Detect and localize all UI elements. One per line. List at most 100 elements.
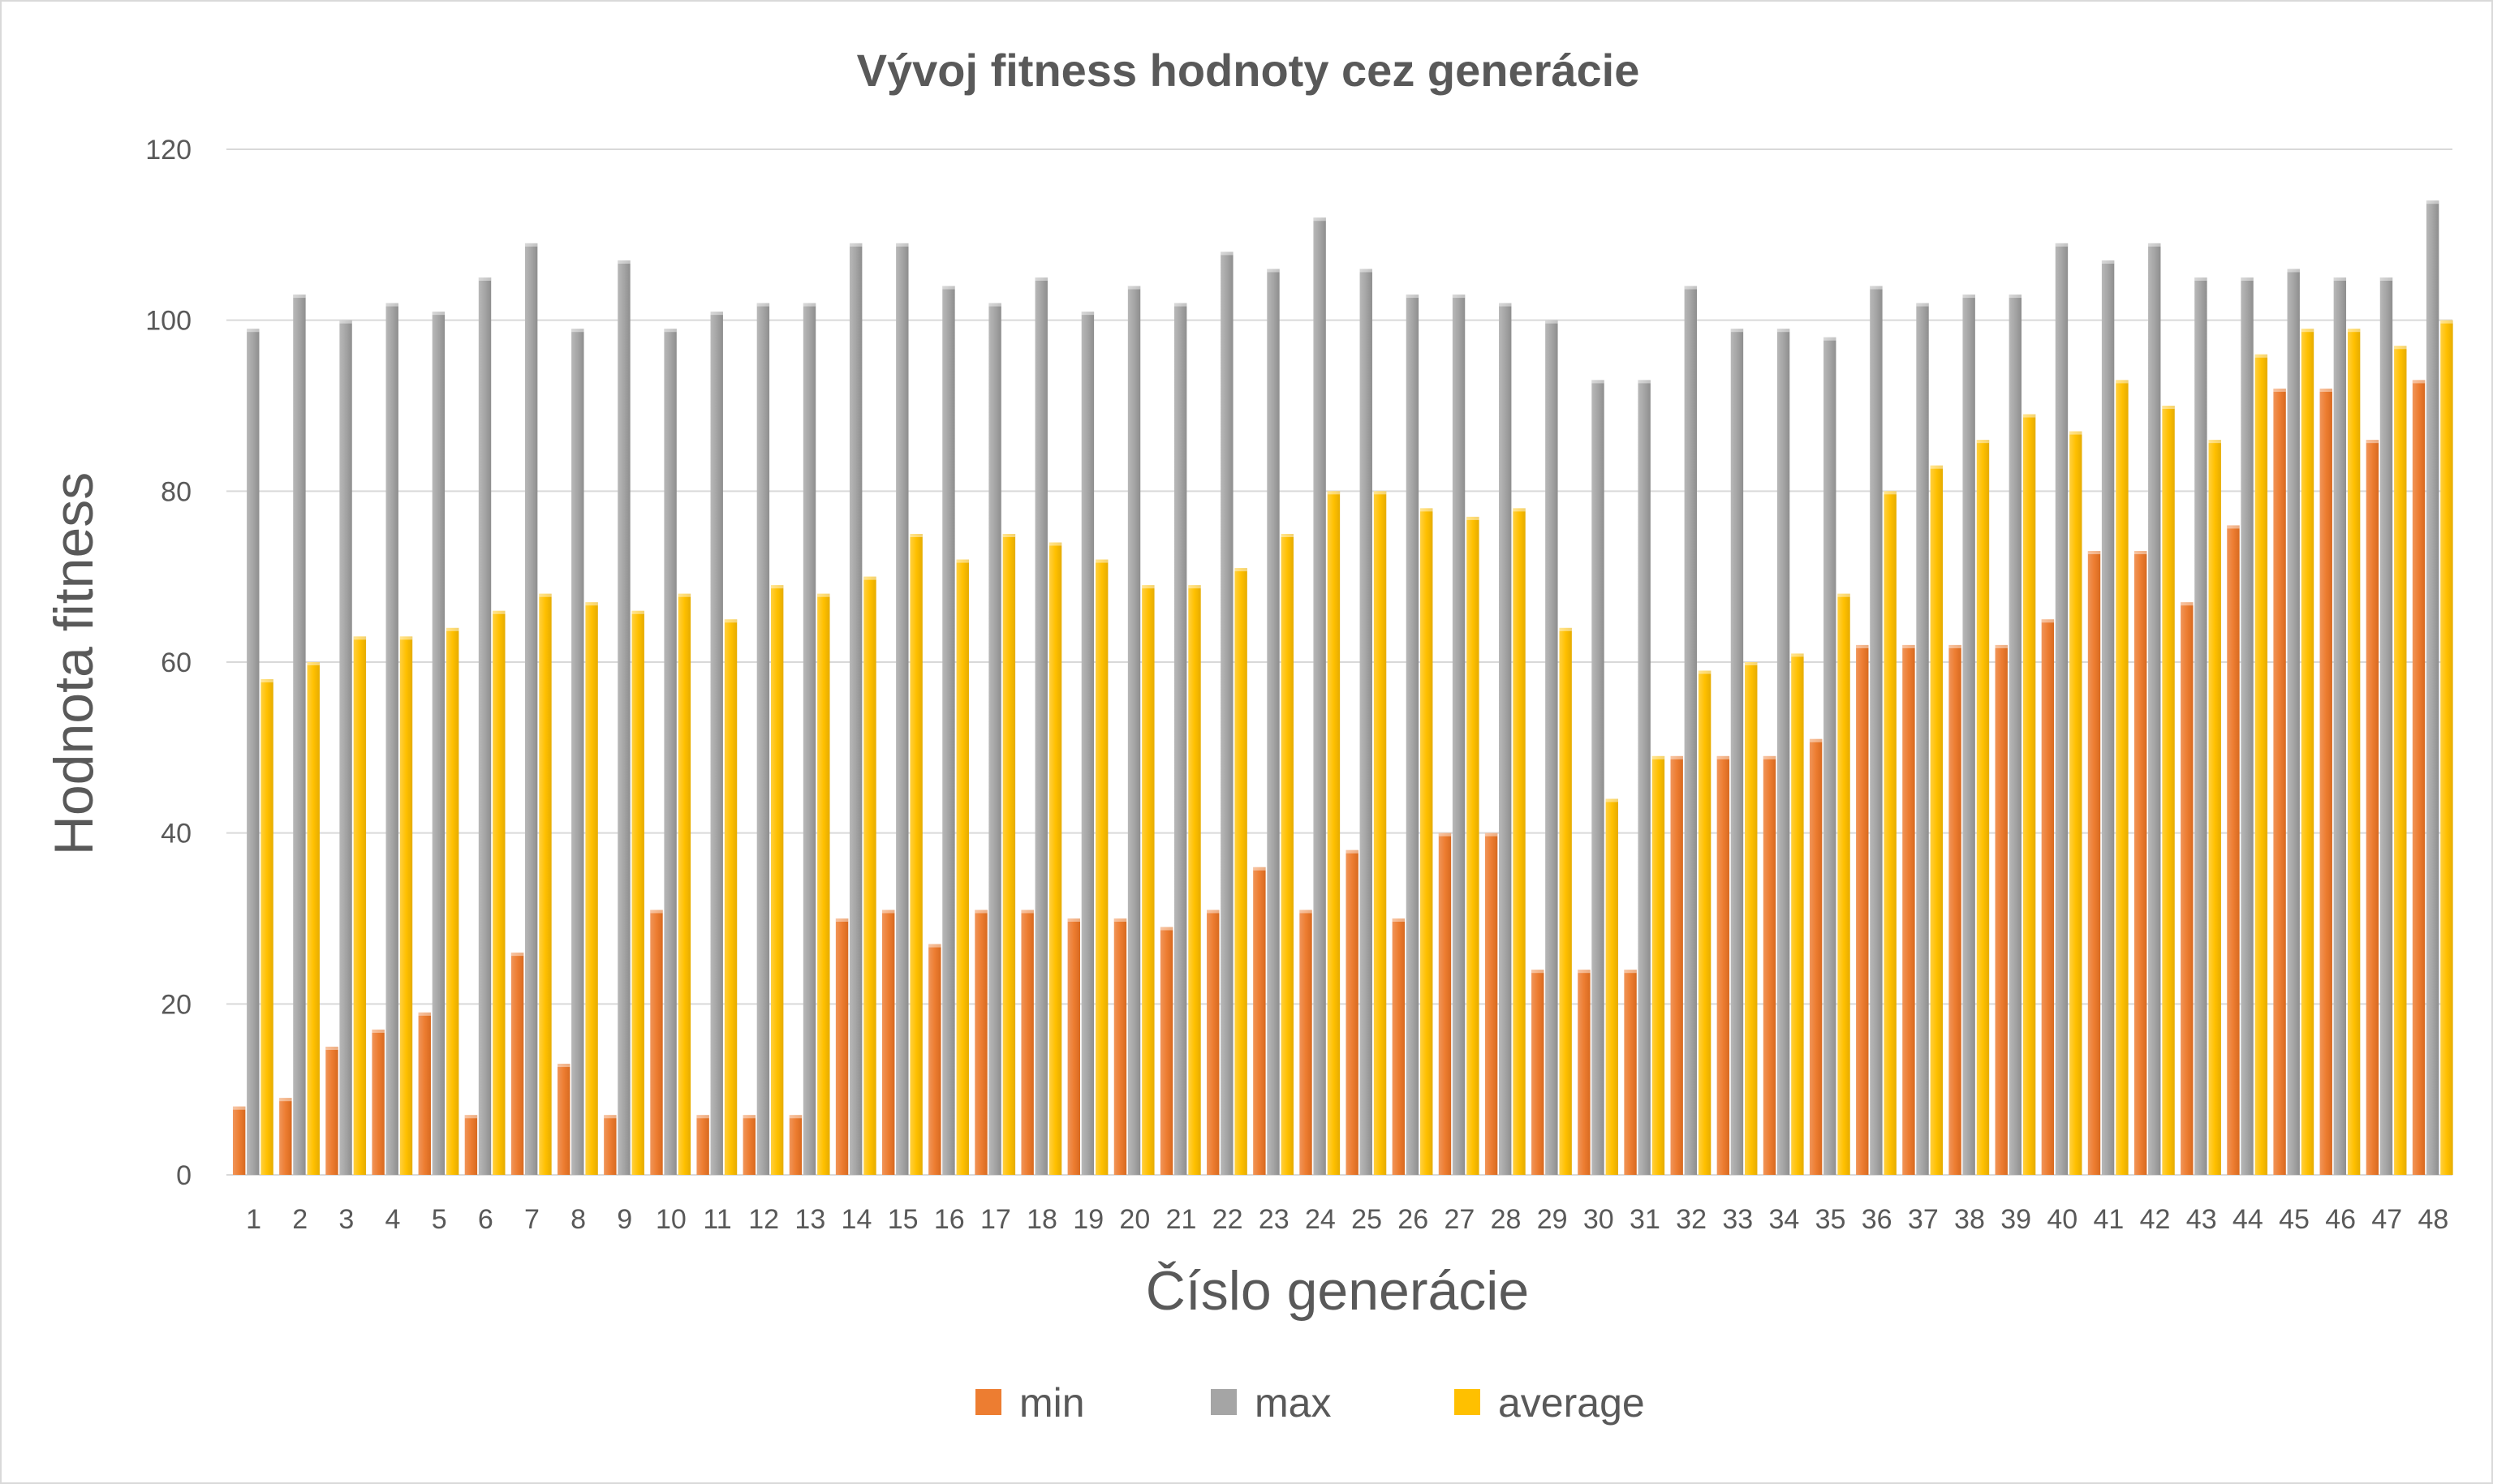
bar-top-highlight-average-44 (2254, 354, 2268, 358)
bar-top-highlight-min-34 (1763, 755, 1776, 759)
chart-title: Vývoj fitness hodnoty cez generácie (857, 45, 1640, 96)
bar-min-16 (928, 944, 941, 1175)
bar-top-highlight-average-20 (1142, 585, 1155, 589)
x-tick-label: 16 (934, 1204, 965, 1235)
bar-top-highlight-max-30 (1591, 380, 1604, 384)
y-axis-title: Hodnota fitness (43, 472, 105, 856)
bar-average-42 (2162, 406, 2175, 1175)
bar-top-highlight-min-38 (1948, 644, 1961, 648)
bar-min-33 (1716, 755, 1730, 1175)
bar-average-28 (1513, 508, 1526, 1175)
bar-average-32 (1698, 670, 1712, 1175)
bar-min-31 (1624, 970, 1637, 1175)
bar-top-highlight-max-45 (2287, 269, 2300, 273)
bar-top-highlight-average-35 (1837, 593, 1850, 597)
x-tick-label: 28 (1491, 1204, 1522, 1235)
bar-max-41 (2101, 260, 2115, 1175)
bar-top-highlight-average-39 (2022, 414, 2036, 418)
x-axis-ticks: 1 2 3 4 5 6 7 8 9 10 11 12 13 14 15 16 17 18 19 20 21 22 23 24 2… (246, 1204, 2448, 1235)
y-tick-label: 0 (176, 1160, 192, 1191)
bar-top-highlight-max-12 (756, 303, 770, 307)
bar-max-12 (756, 303, 770, 1176)
bar-max-4 (385, 303, 398, 1176)
bar-min-37 (1902, 644, 1915, 1175)
bar-max-21 (1173, 303, 1187, 1176)
bar-top-highlight-max-22 (1221, 252, 1234, 256)
bar-top-highlight-max-10 (664, 329, 677, 333)
bar-top-highlight-min-27 (1438, 832, 1452, 837)
bar-top-highlight-max-15 (896, 243, 909, 247)
x-tick-label: 47 (2371, 1204, 2402, 1235)
x-tick-label: 29 (1537, 1204, 1568, 1235)
bar-min-19 (1067, 918, 1080, 1175)
bar-top-highlight-max-7 (524, 243, 538, 247)
bar-min-26 (1392, 918, 1406, 1175)
bar-top-highlight-min-2 (279, 1098, 292, 1102)
bar-max-17 (988, 303, 1001, 1176)
bar-top-highlight-max-31 (1638, 380, 1651, 384)
x-tick-label: 15 (888, 1204, 919, 1235)
bar-top-highlight-average-21 (1188, 585, 1201, 589)
bar-max-10 (664, 329, 677, 1176)
x-tick-label: 18 (1027, 1204, 1057, 1235)
bar-max-43 (2194, 277, 2207, 1175)
bar-top-highlight-max-25 (1359, 269, 1372, 273)
x-tick-label: 24 (1305, 1204, 1336, 1235)
bar-top-highlight-max-44 (2241, 277, 2254, 281)
bar-top-highlight-min-23 (1253, 867, 1266, 871)
bar-min-36 (1856, 644, 1869, 1175)
x-tick-label: 43 (2186, 1204, 2217, 1235)
x-tick-label: 45 (2279, 1204, 2310, 1235)
bar-top-highlight-max-3 (339, 320, 352, 324)
bar-top-highlight-max-1 (247, 329, 260, 333)
bar-average-1 (260, 679, 273, 1175)
bar-top-highlight-min-20 (1113, 918, 1127, 922)
bar-top-highlight-min-45 (2273, 388, 2286, 392)
x-tick-label: 36 (1862, 1204, 1892, 1235)
bar-min-25 (1346, 850, 1358, 1175)
bar-top-highlight-max-13 (803, 303, 816, 307)
bar-max-46 (2333, 277, 2347, 1175)
bar-max-30 (1591, 380, 1604, 1175)
bar-top-highlight-min-29 (1531, 970, 1544, 974)
bar-top-highlight-average-11 (724, 619, 738, 623)
x-tick-label: 37 (1908, 1204, 1939, 1235)
bar-average-36 (1884, 491, 1897, 1175)
bar-average-11 (724, 619, 738, 1175)
bar-top-highlight-max-6 (478, 277, 492, 281)
bar-top-highlight-max-17 (988, 303, 1001, 307)
bar-top-highlight-max-29 (1545, 320, 1558, 324)
bar-top-highlight-max-28 (1499, 303, 1512, 307)
x-tick-label: 42 (2140, 1204, 2171, 1235)
bar-top-highlight-min-39 (1995, 644, 2008, 648)
x-tick-label: 25 (1351, 1204, 1382, 1235)
y-tick-label: 100 (145, 306, 192, 337)
bar-average-10 (678, 593, 691, 1175)
bar-top-highlight-average-7 (539, 593, 552, 597)
bar-average-29 (1559, 627, 1572, 1175)
bar-top-highlight-max-42 (2148, 243, 2161, 247)
bar-top-highlight-max-47 (2379, 277, 2393, 281)
bar-average-48 (2440, 320, 2453, 1176)
bar-min-2 (279, 1098, 292, 1175)
bar-min-38 (1948, 644, 1961, 1175)
bar-top-highlight-max-20 (1127, 286, 1141, 290)
bar-min-3 (325, 1047, 338, 1175)
bar-min-4 (372, 1029, 385, 1175)
bar-min-14 (835, 918, 849, 1175)
bar-top-highlight-average-40 (2069, 431, 2082, 435)
bar-max-39 (2009, 295, 2022, 1176)
bar-top-highlight-average-47 (2394, 346, 2407, 350)
bar-top-highlight-min-24 (1299, 910, 1312, 914)
bar-top-highlight-min-15 (882, 910, 895, 914)
bar-max-44 (2241, 277, 2254, 1175)
bar-top-highlight-average-19 (1095, 559, 1109, 563)
bar-max-26 (1406, 295, 1419, 1176)
bar-average-47 (2394, 346, 2407, 1175)
bar-top-highlight-average-13 (817, 593, 830, 597)
bar-top-highlight-min-6 (464, 1115, 478, 1119)
x-tick-label: 23 (1259, 1204, 1290, 1235)
legend: min max average (975, 1380, 1645, 1426)
